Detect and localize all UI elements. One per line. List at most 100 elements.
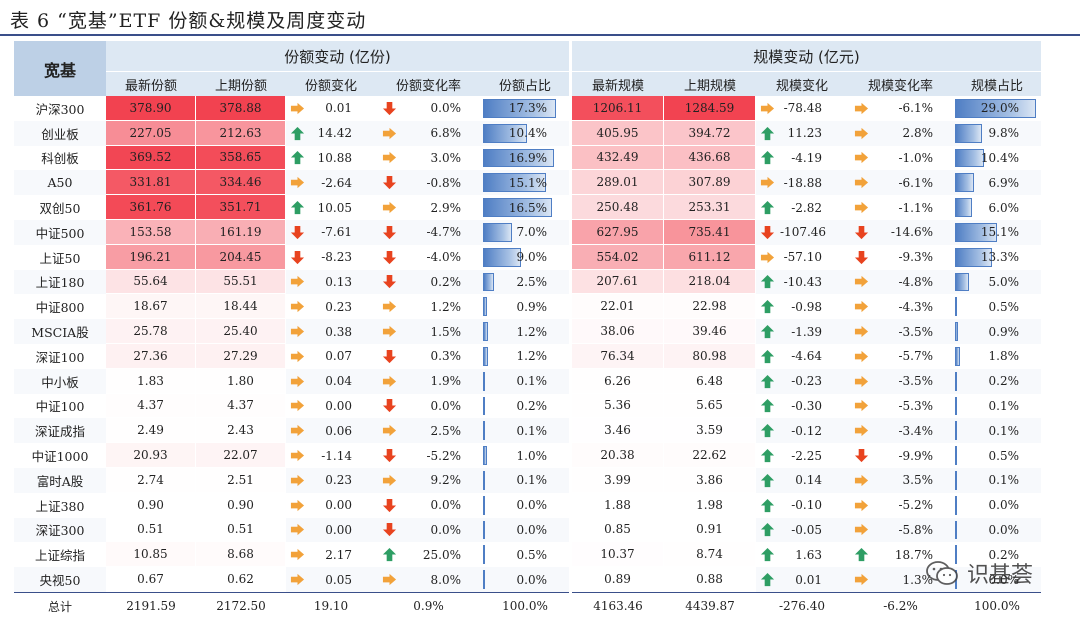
old-scale-cell: 22.98 (664, 294, 756, 320)
new-scale-cell: 554.02 (572, 244, 664, 270)
value-text: 0.1% (988, 423, 1020, 438)
column-header-new-scale: 最新规模 (572, 71, 664, 96)
column-header-share-ratio: 份额占比 (481, 71, 569, 96)
share-change-cell: 0.00 (286, 393, 376, 419)
value-text: 2.9% (430, 200, 462, 215)
side-arrow-icon (854, 524, 869, 536)
share-ratio-cell: 0.9% (481, 294, 569, 320)
share-rate-cell: -5.2% (376, 443, 481, 468)
old-share-cell: 1.80 (196, 368, 286, 394)
old-scale-cell: 611.12 (664, 244, 756, 270)
up-arrow-icon (760, 151, 775, 165)
side-arrow-icon (382, 201, 397, 214)
old-scale-cell: 0.91 (664, 517, 756, 543)
value-text: 0.0% (430, 522, 462, 537)
scale-rate-cell: -5.3% (848, 393, 953, 419)
value-text: 6.0% (988, 200, 1020, 215)
old-share-cell: 2.51 (196, 467, 286, 493)
value-text: -3.4% (898, 423, 933, 438)
ratio-bar (483, 446, 488, 465)
value-text: 0.5% (988, 299, 1020, 314)
new-scale-cell: 6.26 (572, 368, 664, 394)
value-text: 0.1% (988, 398, 1020, 413)
value-text: -0.98 (791, 299, 822, 314)
scale-change-cell: 11.23 (756, 120, 848, 146)
scale-ratio-cell: 0.2% (953, 368, 1041, 394)
row-label: 上证综指 (14, 542, 106, 568)
new-share-cell: 378.90 (106, 96, 196, 121)
value-text: 0.23 (325, 299, 352, 314)
value-text: 0.01 (325, 101, 352, 116)
row-label: 双创50 (14, 195, 106, 220)
share-rate-cell: -0.8% (376, 170, 481, 196)
value-text: -1.0% (898, 150, 933, 165)
value-text: 0.00 (325, 498, 352, 513)
value-text: -1.14 (321, 448, 352, 463)
value-text: -6.1% (898, 175, 933, 190)
share-rate-cell: -4.7% (376, 219, 481, 245)
old-share-cell: 8.68 (196, 542, 286, 568)
value-text: -0.05 (791, 522, 822, 537)
scale-ratio-cell: 1.8% (953, 343, 1041, 369)
value-text: 16.5% (508, 200, 547, 215)
value-text: 9.8% (988, 126, 1020, 141)
column-header-scale-ratio: 规模占比 (953, 71, 1041, 96)
side-arrow-icon (854, 400, 869, 412)
old-share-cell: 358.65 (196, 145, 286, 171)
ratio-bar (483, 123, 527, 143)
value-text: 16.9% (508, 150, 547, 165)
ratio-bar (955, 495, 957, 515)
scale-group-header: 规模变动 (亿元) (572, 41, 1041, 71)
old-share-cell: 161.19 (196, 219, 286, 245)
wechat-icon (926, 561, 958, 585)
scale-change-cell: -0.10 (756, 492, 848, 518)
value-text: -4.8% (898, 274, 933, 289)
old-scale-cell: 436.68 (664, 145, 756, 171)
side-arrow-icon (382, 127, 397, 139)
share-change-cell: 10.05 (286, 195, 376, 220)
total-label: 总计 (14, 591, 106, 620)
scale-change-cell: -10.43 (756, 269, 848, 295)
new-scale-cell: 10.37 (572, 542, 664, 568)
value-text: -4.0% (426, 250, 461, 265)
up-arrow-icon (760, 399, 775, 413)
total-old-share: 2172.50 (196, 591, 286, 620)
new-scale-cell: 38.06 (572, 319, 664, 344)
value-text: -5.7% (898, 349, 933, 364)
side-arrow-icon (382, 152, 397, 164)
new-scale-cell: 289.01 (572, 170, 664, 196)
new-scale-cell: 405.95 (572, 120, 664, 146)
value-text: 6.9% (988, 175, 1020, 190)
ratio-bar (955, 297, 957, 317)
ratio-bar (955, 371, 957, 391)
value-text: -5.8% (898, 522, 933, 537)
side-arrow-icon (760, 177, 775, 189)
new-share-cell: 369.52 (106, 145, 196, 171)
new-scale-cell: 0.85 (572, 517, 664, 543)
new-share-cell: 18.67 (106, 294, 196, 320)
value-text: -1.39 (791, 324, 822, 339)
share-change-cell: -8.23 (286, 244, 376, 270)
total-new-scale: 4163.46 (572, 591, 664, 620)
scale-rate-cell: -1.0% (848, 145, 953, 171)
ratio-bar (483, 198, 553, 217)
down-arrow-icon (290, 225, 305, 239)
up-arrow-icon (760, 523, 775, 537)
share-rate-cell: 2.5% (376, 418, 481, 444)
column-gap (569, 41, 572, 620)
scale-rate-cell: -5.8% (848, 517, 953, 543)
scale-change-cell: -0.23 (756, 368, 848, 394)
up-arrow-icon (760, 572, 775, 587)
side-arrow-icon (854, 425, 869, 437)
value-text: -14.6% (890, 225, 933, 240)
ratio-bar (955, 272, 969, 292)
value-text: -6.1% (898, 101, 933, 116)
side-arrow-icon (290, 549, 305, 561)
up-arrow-icon (760, 126, 775, 140)
table-title: 表 6 “宽基”ETF 份额&规模及周度变动 (10, 10, 367, 32)
scale-ratio-cell: 10.4% (953, 145, 1041, 171)
total-share-pct: 100.0% (481, 591, 569, 620)
share-rate-cell: 0.0% (376, 393, 481, 419)
value-text: 10.88 (317, 150, 352, 165)
share-rate-cell: 1.5% (376, 319, 481, 344)
